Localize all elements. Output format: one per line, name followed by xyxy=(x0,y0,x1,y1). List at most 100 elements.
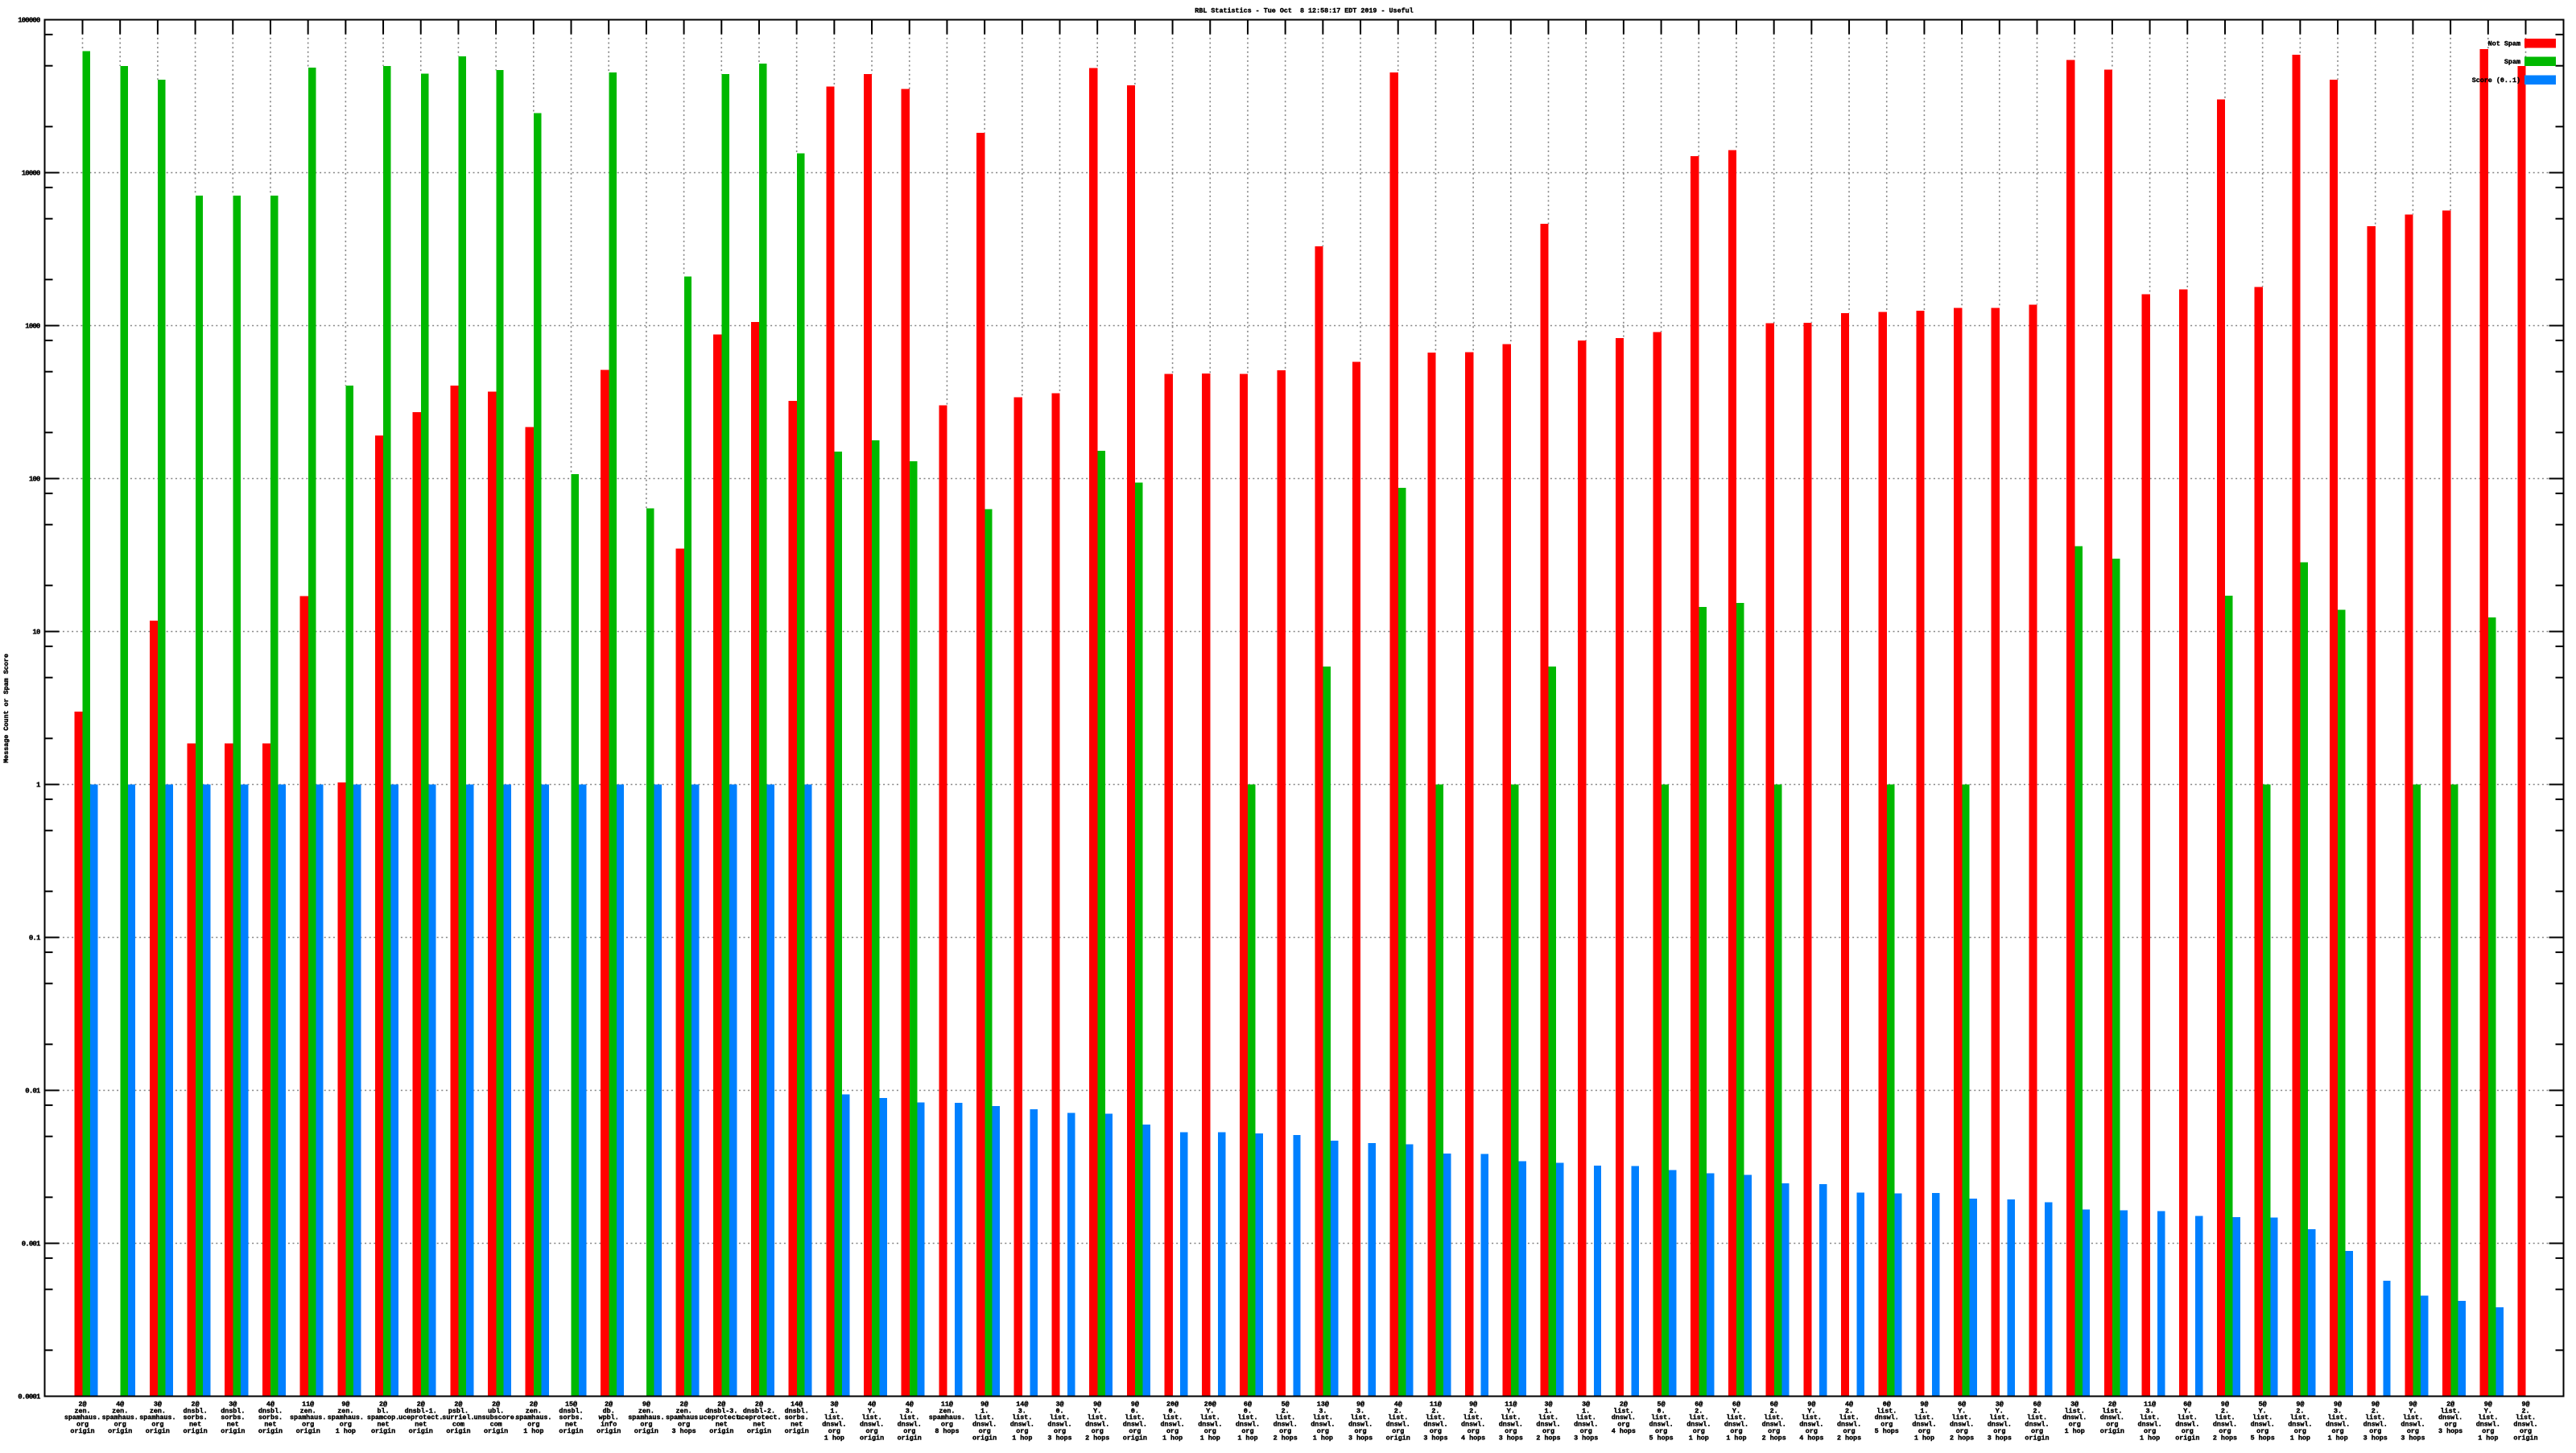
svg-text:20@: 20@ xyxy=(1166,1401,1179,1409)
svg-text:zen.: zen. xyxy=(337,1407,353,1415)
svg-text:spamhaus.: spamhaus. xyxy=(515,1414,551,1422)
svg-text:org: org xyxy=(1054,1427,1066,1435)
svg-text:3.: 3. xyxy=(1018,1407,1026,1415)
svg-text:dnswl.: dnswl. xyxy=(1461,1421,1485,1429)
svg-text:org: org xyxy=(640,1421,652,1429)
svg-text:2@: 2@ xyxy=(2446,1401,2454,1409)
svg-text:3.: 3. xyxy=(1356,1407,1364,1415)
svg-text:8 hops: 8 hops xyxy=(935,1427,959,1435)
svg-text:11@: 11@ xyxy=(1430,1401,1442,1409)
svg-text:origin: origin xyxy=(898,1434,922,1442)
svg-text:1.: 1. xyxy=(980,1407,989,1415)
svg-text:org: org xyxy=(1430,1427,1442,1435)
svg-text:dnswl.: dnswl. xyxy=(1010,1421,1034,1429)
svg-text:dnswl.: dnswl. xyxy=(2326,1421,2350,1429)
svg-text:org: org xyxy=(678,1421,690,1429)
svg-text:list.: list. xyxy=(2140,1414,2160,1422)
svg-text:origin: origin xyxy=(2513,1434,2537,1442)
svg-text:org: org xyxy=(2182,1427,2194,1435)
svg-text:org: org xyxy=(1693,1427,1705,1435)
svg-text:sorbs.: sorbs. xyxy=(559,1414,583,1422)
svg-text:0.: 0. xyxy=(1131,1407,1139,1415)
svg-text:surriel.: surriel. xyxy=(442,1414,474,1422)
svg-text:org: org xyxy=(114,1421,126,1429)
svg-text:9@: 9@ xyxy=(2372,1401,2380,1409)
svg-text:dnsbl.: dnsbl. xyxy=(559,1407,583,1415)
svg-text:3.: 3. xyxy=(1319,1407,1327,1415)
svg-text:dnswl.: dnswl. xyxy=(1912,1421,1936,1429)
svg-text:3@: 3@ xyxy=(154,1401,162,1409)
svg-text:4@: 4@ xyxy=(868,1401,876,1409)
svg-text:list.: list. xyxy=(1350,1414,1370,1422)
svg-text:4 hops: 4 hops xyxy=(1799,1434,1823,1442)
svg-text:3.: 3. xyxy=(2146,1407,2154,1415)
svg-text:4@: 4@ xyxy=(906,1401,914,1409)
svg-text:2.: 2. xyxy=(1845,1407,1853,1415)
svg-text:4 hops: 4 hops xyxy=(1612,1427,1636,1435)
svg-text:2 hops: 2 hops xyxy=(1762,1434,1786,1442)
svg-text:dnswl.: dnswl. xyxy=(860,1421,884,1429)
svg-text:org: org xyxy=(828,1427,840,1435)
svg-text:org: org xyxy=(2445,1421,2457,1429)
svg-text:1 hop: 1 hop xyxy=(1689,1434,1709,1442)
svg-text:list.: list. xyxy=(2290,1414,2310,1422)
svg-text:list.: list. xyxy=(2102,1407,2122,1415)
svg-text:org: org xyxy=(1092,1427,1104,1435)
svg-text:org: org xyxy=(76,1421,89,1429)
svg-text:3 hops: 3 hops xyxy=(1499,1434,1523,1442)
svg-text:org: org xyxy=(979,1427,991,1435)
svg-text:9@: 9@ xyxy=(2484,1401,2492,1409)
svg-text:0.: 0. xyxy=(1055,1407,1063,1415)
svg-text:dnswl.: dnswl. xyxy=(2476,1421,2500,1429)
svg-text:2.: 2. xyxy=(2221,1407,2229,1415)
svg-text:spamhaus.: spamhaus. xyxy=(328,1414,364,1422)
svg-text:0.: 0. xyxy=(1169,1407,1177,1415)
svg-text:origin: origin xyxy=(2100,1427,2124,1435)
svg-text:list.: list. xyxy=(1012,1414,1032,1422)
svg-text:org: org xyxy=(2256,1427,2268,1435)
svg-text:zen.: zen. xyxy=(676,1407,692,1415)
svg-text:list.: list. xyxy=(899,1414,919,1422)
svg-text:list.: list. xyxy=(1426,1414,1446,1422)
svg-text:origin: origin xyxy=(409,1427,433,1435)
svg-text:list.: list. xyxy=(1576,1414,1596,1422)
svg-text:3@: 3@ xyxy=(229,1401,237,1409)
svg-text:1 hop: 1 hop xyxy=(1162,1434,1183,1442)
svg-text:list.: list. xyxy=(1200,1414,1220,1422)
svg-text:list.: list. xyxy=(1839,1414,1859,1422)
svg-text:net: net xyxy=(565,1421,577,1429)
svg-text:3@: 3@ xyxy=(1544,1401,1552,1409)
svg-text:2.: 2. xyxy=(1394,1407,1402,1415)
svg-text:dnswl.: dnswl. xyxy=(2513,1421,2537,1429)
svg-text:net: net xyxy=(227,1421,239,1429)
svg-text:2@: 2@ xyxy=(78,1401,86,1409)
svg-text:3@: 3@ xyxy=(1055,1401,1063,1409)
svg-text:dnswl.: dnswl. xyxy=(1988,1421,2012,1429)
svg-text:4@: 4@ xyxy=(266,1401,275,1409)
svg-text:3@: 3@ xyxy=(1582,1401,1590,1409)
svg-text:uceprotect.: uceprotect. xyxy=(700,1414,744,1422)
svg-text:org: org xyxy=(1129,1427,1141,1435)
svg-text:list.: list. xyxy=(1237,1414,1257,1422)
svg-text:spamhaus.: spamhaus. xyxy=(666,1414,702,1422)
svg-text:org: org xyxy=(2482,1427,2494,1435)
svg-text:db.: db. xyxy=(603,1407,615,1415)
svg-text:org: org xyxy=(866,1427,878,1435)
svg-text:list.: list. xyxy=(1125,1414,1145,1422)
svg-text:origin: origin xyxy=(785,1427,809,1435)
svg-text:1.: 1. xyxy=(1920,1407,1928,1415)
svg-text:dnswl.: dnswl. xyxy=(1198,1421,1222,1429)
svg-text:2@: 2@ xyxy=(1620,1401,1628,1409)
svg-text:list.: list. xyxy=(1388,1414,1408,1422)
svg-text:dnswl.: dnswl. xyxy=(2363,1421,2388,1429)
svg-text:origin: origin xyxy=(1386,1434,1410,1442)
svg-text:sorbs.: sorbs. xyxy=(221,1414,245,1422)
svg-text:2@: 2@ xyxy=(530,1401,538,1409)
svg-text:org: org xyxy=(1355,1427,1367,1435)
svg-text:list.: list. xyxy=(975,1414,995,1422)
svg-text:dnswl.: dnswl. xyxy=(898,1421,922,1429)
svg-text:Y.: Y. xyxy=(1732,1407,1740,1415)
svg-text:org: org xyxy=(1505,1427,1517,1435)
svg-text:origin: origin xyxy=(597,1427,621,1435)
svg-text:origin: origin xyxy=(296,1427,320,1435)
